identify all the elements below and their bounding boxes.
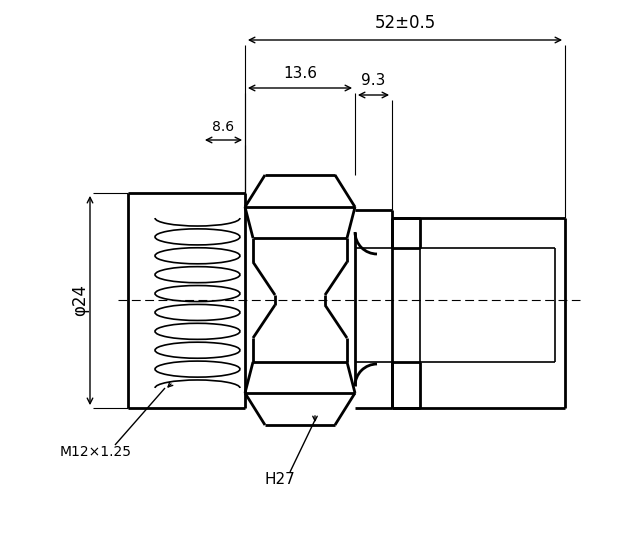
Text: H27: H27	[265, 472, 296, 487]
Text: 52±0.5: 52±0.5	[375, 14, 436, 32]
Text: 13.6: 13.6	[283, 66, 317, 81]
Text: M12×1.25: M12×1.25	[60, 445, 132, 459]
Text: φ24: φ24	[71, 285, 89, 316]
Text: 9.3: 9.3	[362, 73, 386, 88]
Text: 8.6: 8.6	[212, 120, 234, 134]
